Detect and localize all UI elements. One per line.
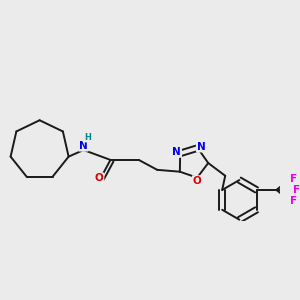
Text: F: F bbox=[290, 174, 297, 184]
Text: N: N bbox=[172, 147, 181, 157]
Text: N: N bbox=[197, 142, 206, 152]
Text: F: F bbox=[290, 196, 297, 206]
Text: H: H bbox=[84, 133, 91, 142]
Text: O: O bbox=[193, 176, 202, 186]
Text: F: F bbox=[293, 185, 300, 195]
Text: N: N bbox=[79, 141, 88, 151]
Text: O: O bbox=[95, 173, 103, 183]
